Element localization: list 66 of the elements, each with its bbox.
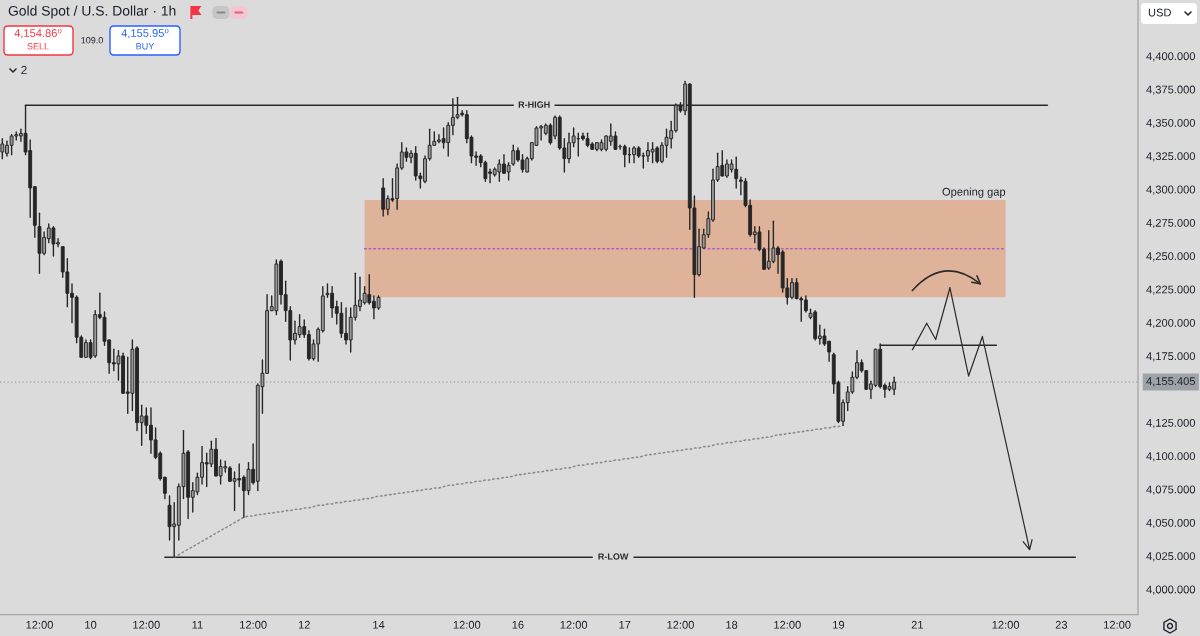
annotation: 4,154.86⁰: [14, 28, 62, 39]
candlestick: [766, 229, 771, 270]
x-tick-label: 16: [512, 620, 524, 629]
y-tick-label: 4,000.000: [1146, 585, 1196, 595]
x-tick-label: 12:00: [560, 620, 588, 629]
y-tick-label: 4,350.000: [1146, 118, 1196, 129]
y-tick-label: 4,050.000: [1146, 518, 1196, 529]
annotation: BUY: [136, 43, 155, 50]
x-tick-label: 12:00: [774, 620, 801, 629]
candlestick: [622, 144, 627, 168]
x-tick-label: 17: [619, 620, 631, 629]
x-tick-label: 10: [85, 620, 97, 629]
x-tick-label: 12:00: [667, 620, 694, 629]
ref-line-label: 4,155.405: [1146, 377, 1196, 387]
annotation: 4,155.95⁰: [121, 28, 169, 39]
y-tick-label: 4,025.000: [1146, 552, 1196, 562]
x-tick-label: 12: [298, 620, 310, 629]
candlestick: [720, 149, 725, 177]
candlestick: [0, 137, 5, 160]
series-label: R-HIGH: [518, 101, 550, 108]
band-label: Opening gap: [942, 187, 1006, 198]
candlestick: [650, 141, 655, 164]
x-tick-label: 12:00: [453, 620, 481, 629]
x-tick-label: 12:00: [26, 620, 53, 629]
candlestick: [204, 452, 209, 488]
y-tick-label: 4,300.000: [1146, 185, 1196, 195]
x-tick-label: 21: [911, 620, 924, 629]
candlestick: [348, 307, 353, 353]
candlestick: [51, 225, 56, 257]
candlestick: [297, 313, 302, 338]
y-tick-label: 4,325.000: [1146, 152, 1196, 162]
x-tick-label: 11: [192, 620, 203, 629]
x-tick-label: 12:00: [240, 620, 267, 629]
x-tick-label: 12:00: [133, 620, 160, 629]
y-tick-label: 4,100.000: [1146, 452, 1196, 462]
candlestick: [9, 133, 14, 156]
candlestick: [497, 159, 502, 183]
annotation: 2: [21, 65, 27, 75]
candlestick: [339, 301, 344, 338]
chart-title: Gold Spot / U.S. Dollar · 1h: [8, 5, 176, 19]
annotation: SELL: [27, 43, 49, 50]
x-tick-label: 19: [833, 620, 845, 629]
y-tick-label: 4,075.000: [1146, 485, 1196, 495]
x-tick-label: 14: [373, 620, 385, 629]
y-tick-label: 4,200.000: [1146, 318, 1196, 329]
x-tick-label: 18: [726, 620, 738, 629]
x-tick-label: 12:00: [1104, 620, 1131, 629]
candlestick: [794, 277, 799, 300]
y-tick-label: 4,400.000: [1146, 52, 1196, 62]
candlestick: [232, 471, 237, 512]
candlestick: [367, 273, 372, 305]
series-label: R-LOW: [598, 553, 629, 560]
candlestick: [441, 127, 446, 149]
y-tick-label: 4,125.000: [1146, 418, 1196, 429]
x-tick-label: 12:00: [992, 620, 1020, 629]
y-tick-label: 4,250.000: [1146, 252, 1196, 262]
text: USD: [1148, 8, 1171, 17]
annotation: 109.0: [81, 37, 103, 44]
candlestick: [511, 144, 516, 167]
x-tick-label: 23: [1055, 620, 1068, 629]
y-tick-label: 4,225.000: [1146, 285, 1196, 295]
candlestick: [413, 145, 418, 181]
candlestick: [381, 177, 386, 217]
y-tick-label: 4,175.000: [1146, 352, 1196, 362]
y-tick-label: 4,275.000: [1146, 218, 1196, 229]
y-tick-label: 4,375.000: [1146, 85, 1196, 95]
